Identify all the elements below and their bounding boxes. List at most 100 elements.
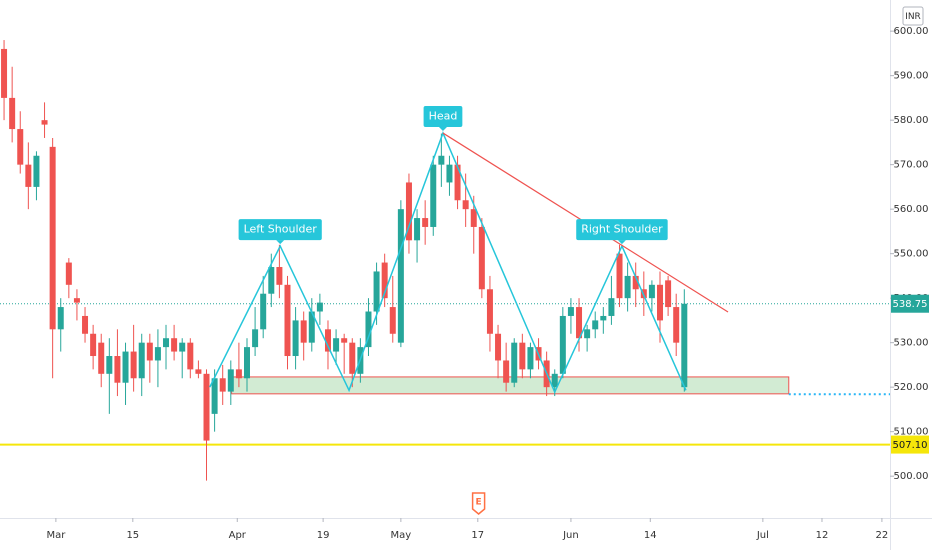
candle-body [381, 262, 388, 299]
candle-body [284, 284, 291, 357]
candle-body [163, 338, 170, 348]
candle-body [98, 342, 105, 374]
price-label-box [891, 294, 929, 313]
candle-body [349, 342, 356, 374]
candle-body [341, 338, 348, 343]
x-tick-label: Jul [756, 530, 769, 541]
candle-body [551, 373, 558, 388]
pattern-label-box [423, 106, 463, 128]
event-marker-shape [471, 492, 486, 515]
candle-body [82, 315, 89, 334]
candle-body [203, 373, 210, 441]
y-tick-label: 530.00 [894, 338, 929, 349]
x-tick-label: May [391, 530, 412, 541]
candle-body [33, 155, 40, 187]
candle-body [333, 338, 340, 352]
candle-body [397, 209, 404, 343]
candle-body [665, 280, 672, 308]
candle-body [130, 351, 137, 379]
candle-body [584, 329, 591, 339]
x-tick-label: Jun [562, 530, 579, 541]
candle-body [154, 347, 161, 361]
candle-body [527, 347, 534, 370]
candle-body [292, 320, 299, 357]
candle-body [503, 360, 510, 383]
candle-body [235, 369, 242, 379]
candle-body [114, 356, 121, 383]
candle-body [657, 284, 664, 321]
candle-body [65, 262, 72, 285]
candle-body [519, 342, 526, 370]
price-label: 507.10 [893, 440, 928, 451]
candle-body [41, 120, 48, 125]
event-marker-label: E [476, 498, 482, 508]
candle-body [324, 329, 331, 352]
pattern-label-box [238, 219, 322, 241]
x-tick-label: 17 [471, 530, 484, 541]
candle-body [673, 307, 680, 343]
candle-body [576, 307, 583, 339]
candle-body [462, 200, 469, 210]
candle-body [9, 97, 16, 130]
candle-body [438, 155, 445, 165]
pattern-label: Left Shoulder [244, 223, 318, 236]
candle-body [73, 298, 80, 303]
y-tick-label: 580.00 [894, 115, 929, 126]
y-tick-label: 520.00 [894, 382, 929, 393]
candle-body [559, 315, 566, 374]
candle-body [648, 284, 655, 299]
candle-body [268, 267, 275, 294]
candle-body [49, 146, 56, 330]
x-tick-label: 14 [644, 530, 657, 541]
candle-body [211, 378, 218, 414]
candle-body [600, 315, 607, 321]
candle-body [511, 342, 518, 383]
candle-body [454, 164, 461, 201]
candle-body [405, 182, 412, 241]
candle-body [146, 342, 153, 361]
candle-body [608, 298, 615, 316]
candle-body [624, 275, 631, 299]
candle-body [90, 333, 97, 357]
candle-body [106, 356, 113, 374]
candle-body [430, 164, 437, 227]
candle-body [681, 303, 688, 388]
y-tick-label: 510.00 [894, 427, 929, 438]
pattern-label: Head [429, 110, 458, 123]
x-tick-label: 15 [126, 530, 139, 541]
pattern-label-box [576, 219, 668, 241]
candle-body [422, 218, 429, 227]
pattern-label-pointer [617, 240, 626, 245]
candle-body [365, 311, 372, 348]
candle-body [592, 320, 599, 330]
candle-body [195, 369, 202, 374]
currency-box[interactable] [902, 6, 924, 26]
candle-body [389, 307, 396, 334]
currency: INR [905, 12, 921, 22]
candle-body [187, 342, 194, 370]
pattern-label-pointer [438, 127, 447, 132]
candle-body [478, 226, 485, 290]
x-tick-label: 12 [816, 530, 829, 541]
candle-body [616, 253, 623, 299]
y-tick-label: 600.00 [894, 26, 929, 37]
y-tick-label: 500.00 [894, 471, 929, 482]
neckline-zone [231, 376, 790, 395]
candle-body [495, 333, 502, 361]
candle-body [57, 307, 64, 330]
candle-body [373, 271, 380, 312]
candle-body [486, 289, 493, 334]
candle-body [567, 307, 574, 316]
candle-body [414, 218, 421, 241]
y-tick-label: 550.00 [894, 249, 929, 260]
price-label: 538.75 [893, 299, 928, 310]
candle-body [316, 302, 323, 312]
candle-body [138, 342, 145, 379]
x-tick-label: 22 [876, 530, 889, 541]
candle-body [219, 378, 226, 392]
y-tick-label: 590.00 [894, 71, 929, 82]
candle-body [122, 351, 129, 383]
x-tick-label: Apr [229, 530, 247, 541]
